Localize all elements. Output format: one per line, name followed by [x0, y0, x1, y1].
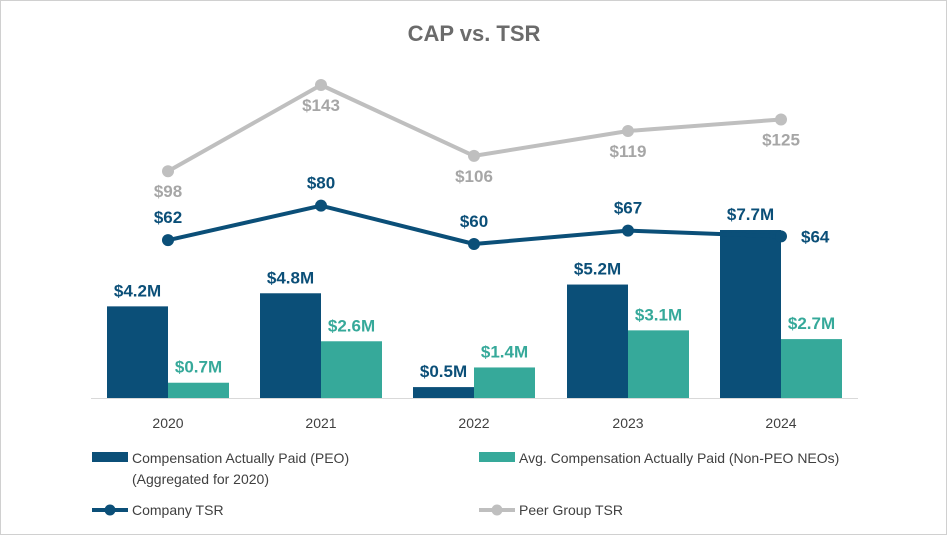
bar-peo-2021: [260, 293, 321, 398]
bar-label-peo-2022: $0.5M: [420, 362, 467, 381]
company-tsr-point-2022: [468, 238, 480, 250]
legend-label-peo-note: (Aggregated for 2020): [132, 471, 269, 487]
bar-label-non-peo-2021: $2.6M: [328, 316, 375, 335]
x-tick-2021: 2021: [305, 415, 336, 431]
peer-tsr-label-2024: $125: [762, 130, 800, 149]
legend: Compensation Actually Paid (PEO) (Aggrega…: [92, 450, 839, 518]
legend-label-peo: Compensation Actually Paid (PEO): [132, 450, 349, 466]
chart-title: CAP vs. TSR: [408, 21, 541, 46]
company-tsr-point-2023: [622, 224, 634, 237]
bar-label-non-peo-2020: $0.7M: [175, 358, 222, 377]
company-tsr-label-2022: $60: [460, 212, 488, 231]
bar-peo-2020: [107, 306, 168, 398]
legend-label-non-peo: Avg. Compensation Actually Paid (Non-PEO…: [519, 450, 839, 466]
company-tsr-label-2020: $62: [154, 208, 182, 227]
legend-swatch-peo: [92, 452, 128, 462]
peer-tsr-label-2022: $106: [455, 167, 493, 186]
bar-label-peo-2024: $7.7M: [727, 205, 774, 224]
bar-label-peo-2021: $4.8M: [267, 268, 314, 287]
peer-tsr-point-2021: [315, 79, 327, 91]
legend-marker-company-tsr: [104, 504, 116, 516]
bar-label-peo-2020: $4.2M: [114, 281, 161, 300]
bar-peo-2023: [567, 284, 628, 398]
peer-tsr-label-2023: $119: [610, 142, 647, 161]
peer-tsr-point-2022: [468, 149, 480, 162]
bar-peo-2024: [720, 230, 781, 398]
bar-peo-2022: [413, 387, 474, 398]
x-tick-2023: 2023: [612, 415, 643, 431]
x-tick-labels: 2020 2021 2022 2023 2024: [152, 415, 796, 431]
bar-label-non-peo-2023: $3.1M: [635, 305, 682, 324]
company-tsr-label-2024: $64: [801, 227, 830, 246]
x-tick-2022: 2022: [458, 415, 489, 431]
legend-label-company-tsr: Company TSR: [132, 502, 224, 518]
bar-non-peo-2022: [474, 367, 535, 398]
peer-tsr-point-2020: [162, 165, 174, 178]
bar-label-non-peo-2024: $2.7M: [788, 314, 835, 333]
bar-non-peo-2020: [168, 382, 229, 398]
company-tsr-point-2024: [775, 230, 787, 243]
company-tsr-point-2020: [162, 234, 174, 247]
peer-tsr-point-2023: [622, 124, 634, 137]
bar-label-non-peo-2022: $1.4M: [481, 342, 528, 361]
bars-layer: $4.2M $4.8M $0.5M $5.2M $7.7M $0.7M $2.6M $1.4M…: [107, 205, 842, 398]
x-tick-2020: 2020: [152, 415, 183, 431]
bar-non-peo-2024: [781, 339, 842, 398]
legend-label-peer-tsr: Peer Group TSR: [519, 502, 623, 518]
company-tsr-label-2021: $80: [307, 174, 335, 193]
peer-tsr-point-2024: [775, 113, 787, 126]
company-tsr-label-2023: $67: [614, 199, 642, 218]
lines-layer: $98 $143 $106 $119 $125 $62 $80 $60 $67 $64: [154, 79, 830, 250]
legend-marker-peer-tsr: [491, 504, 503, 516]
bar-non-peo-2023: [628, 330, 689, 398]
peer-tsr-label-2020: $98: [154, 182, 182, 201]
bar-non-peo-2021: [321, 341, 382, 398]
peer-tsr-label-2021: $143: [302, 96, 340, 115]
legend-swatch-non-peo: [479, 452, 515, 462]
bar-label-peo-2023: $5.2M: [574, 260, 621, 279]
company-tsr-point-2021: [315, 199, 327, 212]
x-tick-2024: 2024: [765, 415, 796, 431]
